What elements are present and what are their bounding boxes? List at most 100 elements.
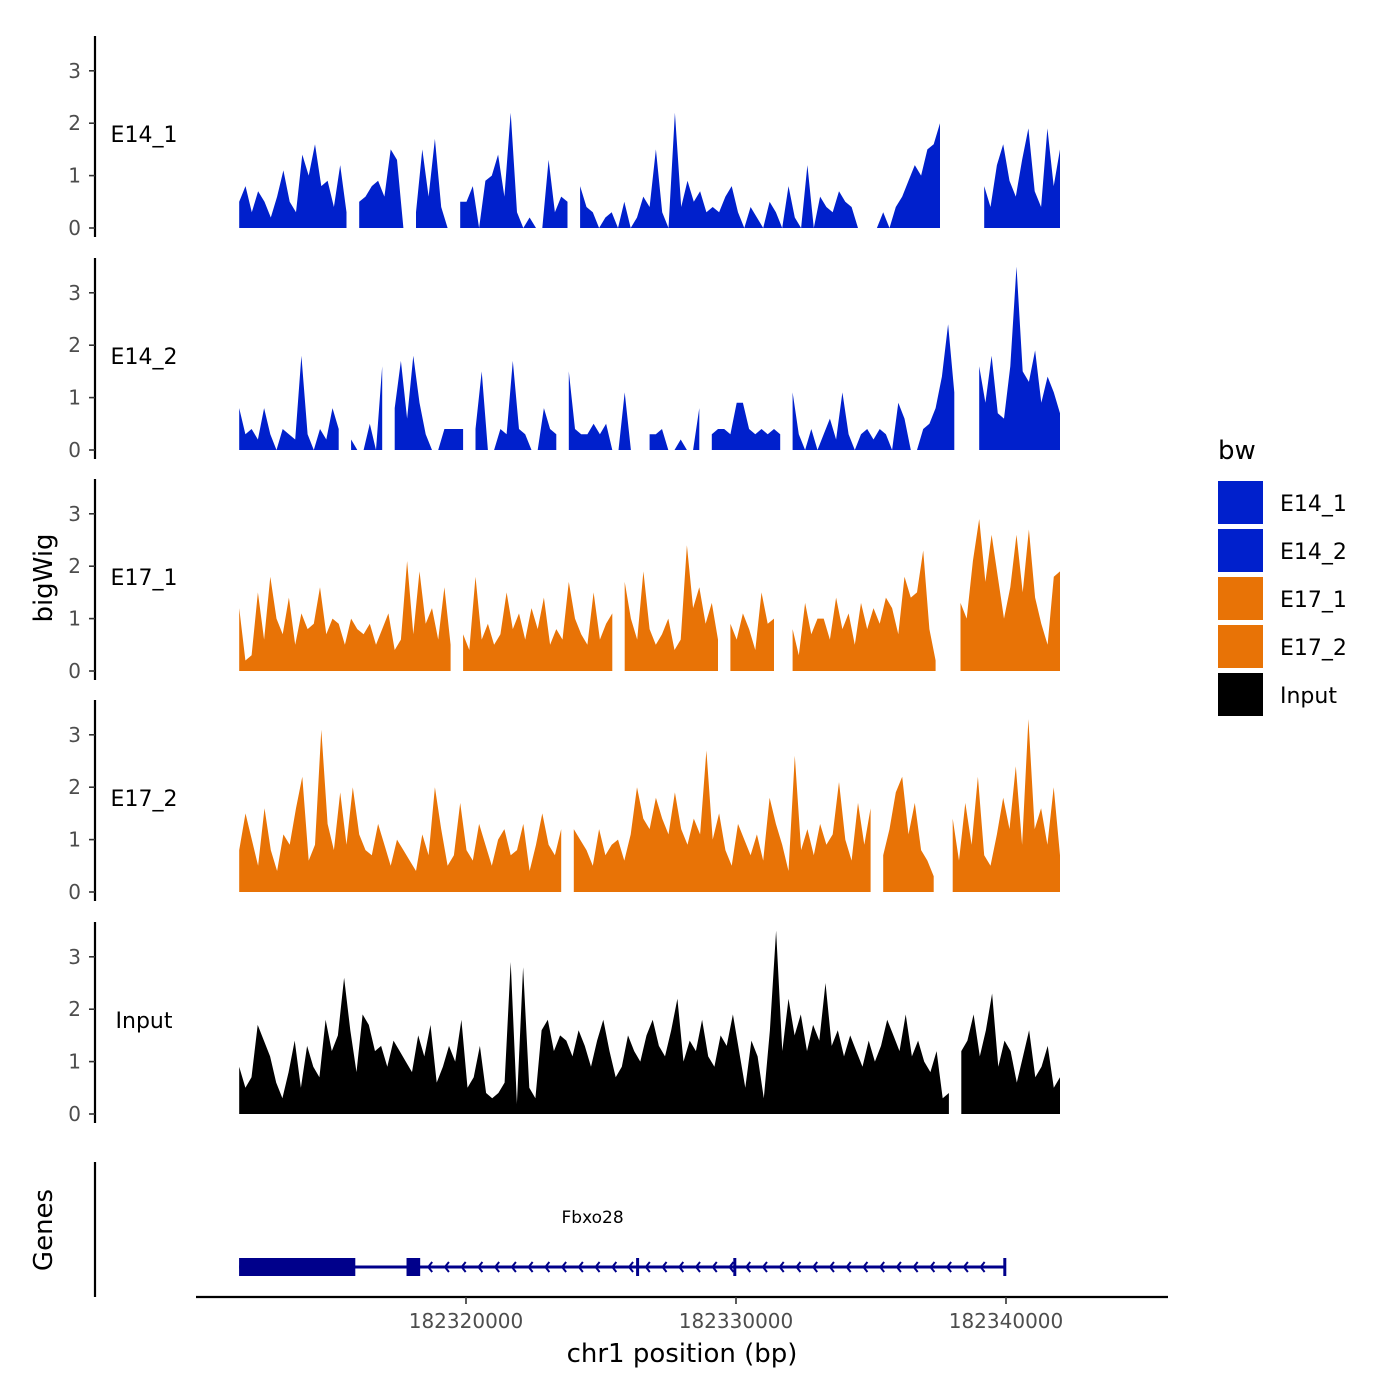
track-panel-E17_1: 0 1 2 3 E17_1 [68, 479, 1060, 683]
gene-exon [1003, 1258, 1007, 1276]
y-tick-label: 2 [68, 775, 81, 799]
y-tick-label: 1 [68, 607, 81, 631]
strand-arrow-mark [744, 1261, 752, 1273]
strand-arrow-mark [862, 1261, 869, 1273]
legend-swatch [1218, 481, 1263, 524]
genes-axis-title: Genes [29, 1189, 59, 1271]
strand-arrow-mark [945, 1261, 952, 1273]
gene-name-label: Fbxo28 [562, 1208, 624, 1228]
strand-arrow-mark [811, 1261, 819, 1273]
strand-arrow-mark [694, 1261, 701, 1273]
legend-title: bw [1218, 436, 1256, 466]
strand-arrow-mark [878, 1261, 885, 1273]
strand-arrow-mark [460, 1261, 467, 1273]
strand-arrow-mark [627, 1261, 634, 1273]
legend-item-E17_1: E17_1 [1218, 577, 1347, 620]
x-axis-title: chr1 position (bp) [567, 1339, 798, 1369]
y-tick-label: 0 [68, 1102, 81, 1126]
strand-arrow-mark [678, 1261, 685, 1273]
gene-exon [733, 1258, 737, 1276]
legend-swatch [1218, 673, 1263, 716]
legend-label: E17_1 [1280, 588, 1347, 613]
gene-exon-coding [406, 1258, 421, 1276]
y-tick-label: 2 [68, 554, 81, 578]
legend-item-E17_2: E17_2 [1218, 625, 1347, 668]
strand-arrow-mark [527, 1261, 534, 1273]
legend-label: E14_1 [1280, 492, 1347, 517]
coverage-area-E14_1 [239, 112, 1060, 228]
legend: bw E14_1 E14_2 E17_1 E17_2 Input [1218, 436, 1347, 716]
coverage-area-E17_1 [239, 519, 1060, 671]
track-label-E14_2: E14_2 [111, 345, 178, 370]
strand-arrow-mark [493, 1261, 500, 1273]
legend-swatch [1218, 625, 1263, 668]
y-tick-label: 0 [68, 880, 81, 904]
strand-arrow-mark [895, 1261, 902, 1273]
strand-arrow-mark [560, 1261, 567, 1273]
coverage-area-E17_2 [239, 719, 1060, 892]
strand-arrow-mark [426, 1261, 433, 1273]
strand-arrow-mark [728, 1261, 735, 1273]
track-panel-E14_1: 0 1 2 3 E14_1 [68, 36, 1060, 240]
strand-arrow-mark [795, 1261, 802, 1273]
strand-arrow-mark [443, 1261, 450, 1273]
gene-track: Fbxo28 [93, 1162, 1007, 1297]
strand-arrow-mark [962, 1261, 969, 1273]
legend-swatch [1218, 577, 1263, 620]
track-panel-E17_2: 0 1 2 3 E17_2 [68, 700, 1060, 904]
strand-arrow-mark [594, 1261, 601, 1273]
legend-item-E14_2: E14_2 [1218, 529, 1347, 572]
legend-item-E14_1: E14_1 [1218, 481, 1347, 524]
strand-arrow-mark [828, 1261, 835, 1273]
strand-arrow-mark [761, 1261, 768, 1273]
x-axis: 182320000 182330000 182340000 [196, 1295, 1168, 1333]
x-tick-label: 182330000 [679, 1309, 794, 1333]
y-tick-label: 0 [68, 438, 81, 462]
y-tick-label: 2 [68, 997, 81, 1021]
strand-arrow-mark [611, 1261, 618, 1273]
track-panel-Input: 0 1 2 3 Input [68, 922, 1060, 1126]
track-label-E17_2: E17_2 [111, 787, 178, 812]
strand-arrow-mark [644, 1261, 651, 1273]
y-tick-label: 3 [68, 59, 81, 83]
y-tick-label: 3 [68, 723, 81, 747]
coverage-area-E14_2 [239, 266, 1060, 450]
strand-arrow-mark [929, 1261, 936, 1273]
strand-arrow-mark [778, 1261, 785, 1273]
legend-item-Input: Input [1218, 673, 1337, 716]
strand-arrow-mark [510, 1261, 517, 1273]
y-tick-label: 1 [68, 164, 81, 188]
track-label-E17_1: E17_1 [111, 566, 178, 591]
track-label-E14_1: E14_1 [111, 123, 178, 148]
track-label-Input: Input [116, 1009, 173, 1034]
x-tick-label: 182340000 [949, 1309, 1064, 1333]
gene-exon [636, 1258, 640, 1276]
y-tick-label: 2 [68, 333, 81, 357]
legend-label: Input [1280, 684, 1337, 709]
bigwig-tracks: 0 1 2 3 E14_1 0 1 2 3 E14_2 0 1 2 3 E17_1 0 1 2 3 E17_2 0 1 2 3… [68, 36, 1060, 1126]
gene-exon-coding [239, 1258, 353, 1276]
y-tick-label: 1 [68, 1050, 81, 1074]
strand-arrow-mark [477, 1261, 484, 1273]
strand-arrow-mark [544, 1261, 551, 1273]
y-tick-label: 3 [68, 502, 81, 526]
y-tick-label: 0 [68, 659, 81, 683]
y-tick-label: 1 [68, 386, 81, 410]
y-tick-label: 0 [68, 216, 81, 240]
track-panel-E14_2: 0 1 2 3 E14_2 [68, 258, 1060, 462]
y-axis-title: bigWig [29, 533, 59, 622]
y-tick-label: 3 [68, 281, 81, 305]
strand-arrow-mark [577, 1261, 584, 1273]
strand-arrows [426, 1261, 986, 1273]
legend-swatch [1218, 529, 1263, 572]
x-tick-label: 182320000 [409, 1309, 524, 1333]
strand-arrow-mark [979, 1261, 986, 1273]
strand-arrow-mark [845, 1261, 852, 1273]
strand-arrow-mark [711, 1261, 718, 1273]
strand-arrow-mark [912, 1261, 919, 1273]
y-tick-label: 2 [68, 111, 81, 135]
legend-label: E14_2 [1280, 540, 1347, 565]
y-tick-label: 3 [68, 945, 81, 969]
